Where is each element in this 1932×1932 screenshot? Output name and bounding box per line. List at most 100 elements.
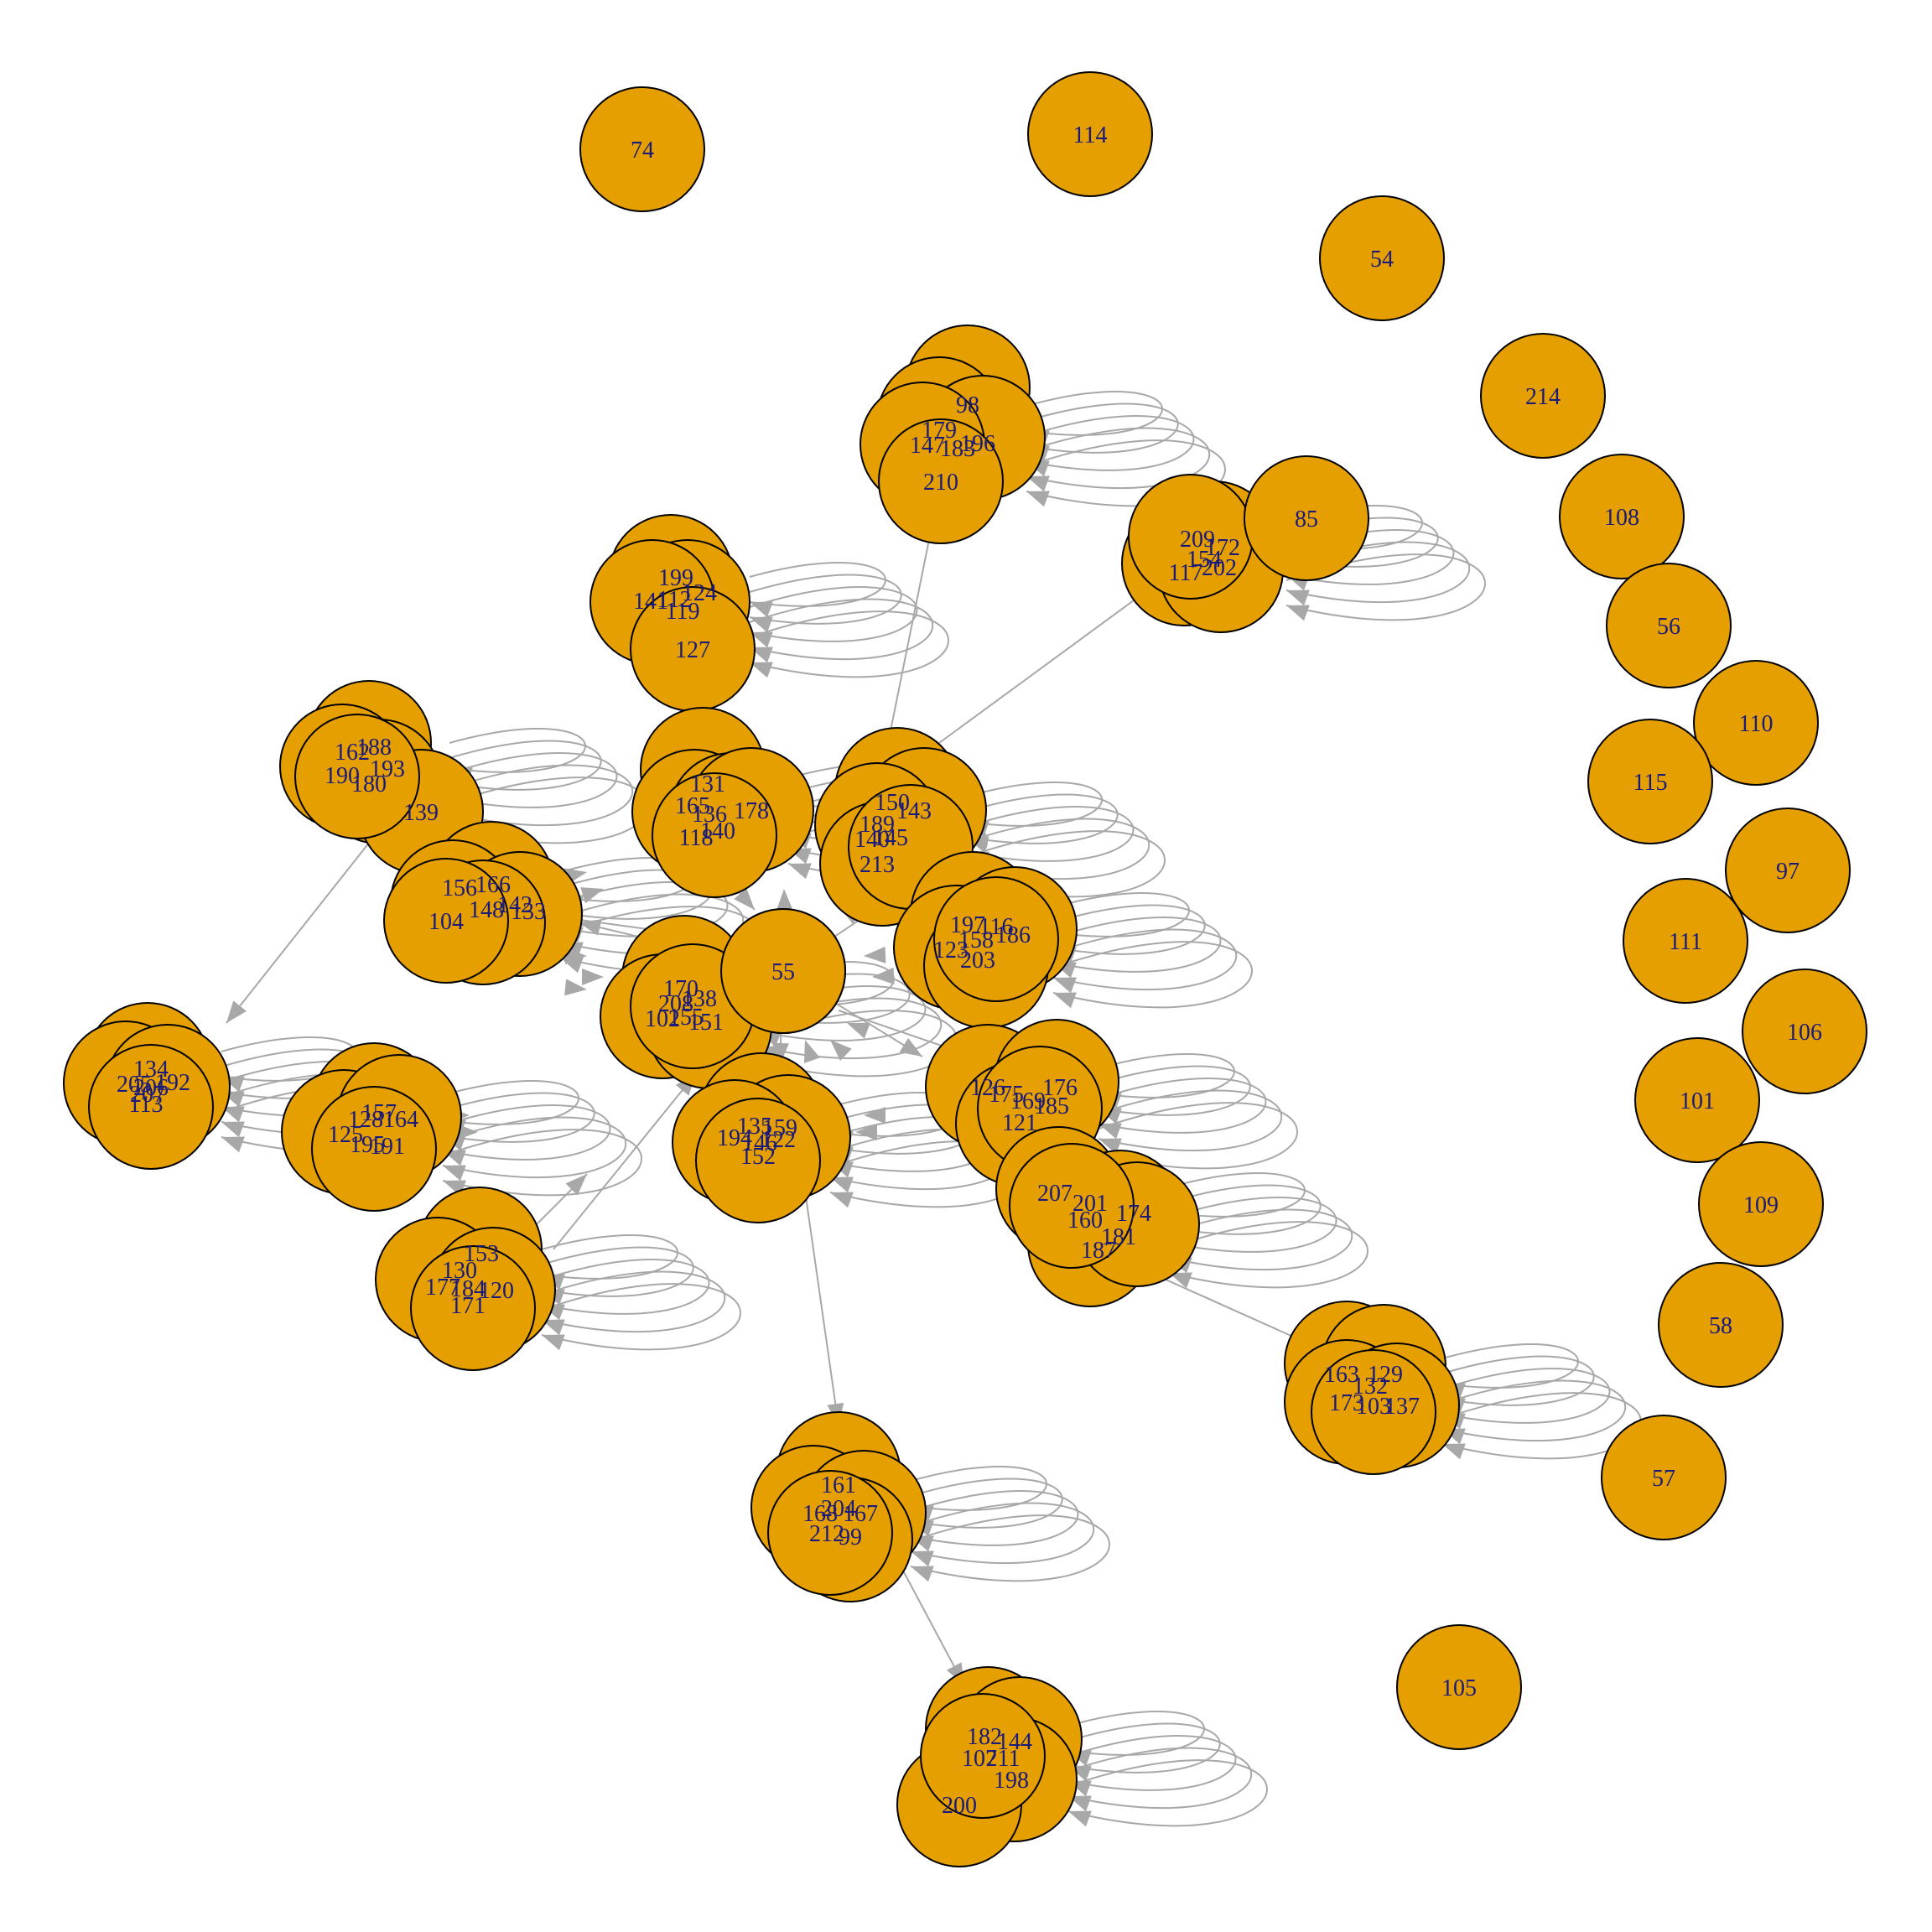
graph-node[interactable]: 103 — [1356, 1394, 1391, 1420]
graph-node[interactable]: 122 — [761, 1127, 796, 1153]
graph-node[interactable]: 200 — [942, 1793, 977, 1819]
graph-node[interactable]: 207 — [130, 1082, 165, 1108]
node-circle[interactable] — [1319, 195, 1445, 321]
graph-node[interactable]: 128 — [348, 1107, 383, 1133]
graph-node[interactable]: 129 — [1368, 1362, 1403, 1388]
graph-node[interactable]: 186 — [995, 922, 1031, 948]
graph-node[interactable]: 124 — [682, 580, 717, 606]
node-circle[interactable] — [1559, 454, 1685, 579]
graph-node[interactable]: 197 — [950, 912, 985, 938]
graph-node[interactable]: 120 — [479, 1278, 514, 1304]
node-circle[interactable] — [652, 772, 777, 898]
graph-node[interactable]: 162 — [335, 740, 370, 766]
graph-node[interactable]: 178 — [734, 798, 769, 824]
graph-node[interactable]: 85 — [1295, 506, 1318, 532]
graph-node[interactable]: 190 — [325, 763, 360, 789]
node-circle[interactable] — [1606, 563, 1732, 688]
cluster-node[interactable] — [383, 858, 509, 984]
node-circle[interactable] — [767, 1470, 893, 1596]
graph-node[interactable]: 184 — [450, 1276, 486, 1302]
node-circle[interactable] — [1658, 1262, 1784, 1388]
node-circle[interactable] — [1587, 719, 1713, 844]
graph-node[interactable]: 123 — [933, 937, 969, 963]
cluster-node[interactable] — [767, 1470, 893, 1596]
graph-node[interactable]: 170 — [663, 976, 699, 1002]
node-circle[interactable] — [1693, 660, 1819, 786]
graph-node[interactable]: 188 — [356, 735, 392, 761]
graph-node[interactable]: 118 — [679, 825, 714, 851]
cluster-node[interactable] — [410, 1245, 536, 1371]
graph-node[interactable]: 207 — [1037, 1181, 1072, 1207]
graph-node[interactable]: 209 — [1180, 527, 1215, 553]
graph-node[interactable]: 174 — [1116, 1201, 1151, 1227]
graph-node[interactable]: 145 — [873, 825, 908, 851]
graph-node[interactable]: 57 — [1601, 1415, 1727, 1540]
graph-node[interactable]: 146 — [742, 1130, 777, 1156]
graph-node[interactable]: 109 — [1698, 1141, 1824, 1267]
graph-node[interactable]: 117 — [1169, 560, 1203, 586]
graph-node[interactable]: 148 — [469, 897, 504, 923]
node-circle[interactable] — [410, 1245, 536, 1371]
node-circle[interactable] — [1634, 1037, 1760, 1163]
graph-node[interactable]: 110 — [1693, 660, 1819, 786]
graph-node[interactable]: 135 — [737, 1114, 772, 1140]
graph-node[interactable]: 157 — [361, 1100, 397, 1126]
graph-node[interactable]: 189 — [860, 812, 895, 838]
node-circle[interactable] — [933, 876, 1059, 1002]
graph-node[interactable]: 168 — [802, 1501, 838, 1527]
graph-node[interactable]: 210 — [923, 470, 958, 496]
graph-node[interactable]: 111 — [1623, 878, 1748, 1004]
graph-node[interactable]: 205 — [117, 1072, 152, 1098]
graph-node[interactable]: 159 — [762, 1115, 797, 1141]
graph-node[interactable]: 155 — [668, 1005, 704, 1031]
cluster-node[interactable] — [878, 418, 1004, 544]
graph-node[interactable]: 144 — [997, 1729, 1032, 1755]
graph-node[interactable]: 150 — [875, 790, 910, 816]
graph-node[interactable]: 134 — [133, 1057, 169, 1083]
graph-node[interactable]: 191 — [370, 1134, 405, 1160]
graph-node[interactable]: 140 — [854, 827, 890, 853]
graph-node[interactable]: 166 — [475, 872, 511, 898]
graph-node[interactable]: 196 — [960, 431, 995, 457]
graph-node[interactable]: 202 — [1202, 555, 1237, 581]
graph-node[interactable]: 133 — [511, 899, 546, 925]
cluster-node[interactable] — [311, 1086, 437, 1212]
graph-node[interactable]: 201 — [1072, 1191, 1108, 1217]
cluster-node[interactable] — [88, 1044, 214, 1170]
graph-node[interactable]: 179 — [922, 418, 957, 444]
cluster-node[interactable] — [933, 876, 1059, 1002]
graph-node[interactable]: 115 — [1587, 719, 1713, 844]
graph-node[interactable]: 214 — [1480, 333, 1606, 459]
graph-node[interactable]: 98 — [956, 392, 979, 418]
graph-node[interactable]: 102 — [645, 1006, 680, 1032]
graph-node[interactable]: 172 — [1205, 535, 1240, 561]
graph-node[interactable]: 175 — [989, 1082, 1024, 1108]
graph-node[interactable]: 212 — [809, 1521, 844, 1547]
cluster-node[interactable] — [920, 1693, 1046, 1819]
node-circle[interactable] — [383, 858, 509, 984]
graph-node[interactable]: 137 — [1384, 1394, 1420, 1420]
graph-node[interactable]: 194 — [717, 1125, 752, 1151]
graph-node[interactable]: 193 — [370, 756, 405, 782]
graph-node[interactable]: 147 — [910, 433, 945, 459]
graph-node[interactable]: 176 — [1042, 1075, 1078, 1101]
graph-node[interactable]: 213 — [860, 852, 895, 878]
cluster-node[interactable] — [1244, 455, 1369, 581]
graph-node[interactable]: 108 — [1559, 454, 1685, 579]
graph-node[interactable]: 160 — [1067, 1208, 1103, 1233]
graph-node[interactable]: 116 — [979, 914, 1014, 940]
graph-node[interactable]: 119 — [666, 599, 700, 625]
graph-node[interactable]: 131 — [690, 771, 725, 797]
graph-node[interactable]: 125 — [328, 1122, 363, 1148]
graph-node[interactable]: 165 — [675, 793, 710, 819]
node-circle[interactable] — [1396, 1624, 1522, 1750]
graph-node[interactable]: 154 — [1187, 547, 1222, 573]
node-circle[interactable] — [1742, 969, 1867, 1094]
node-circle[interactable] — [1027, 71, 1153, 197]
graph-node[interactable]: 171 — [450, 1293, 486, 1319]
graph-node[interactable]: 101 — [1634, 1037, 1760, 1163]
graph-node[interactable]: 163 — [1324, 1362, 1359, 1388]
node-circle[interactable] — [1009, 1143, 1135, 1269]
graph-node[interactable]: 74 — [579, 86, 705, 212]
node-circle[interactable] — [88, 1044, 214, 1170]
